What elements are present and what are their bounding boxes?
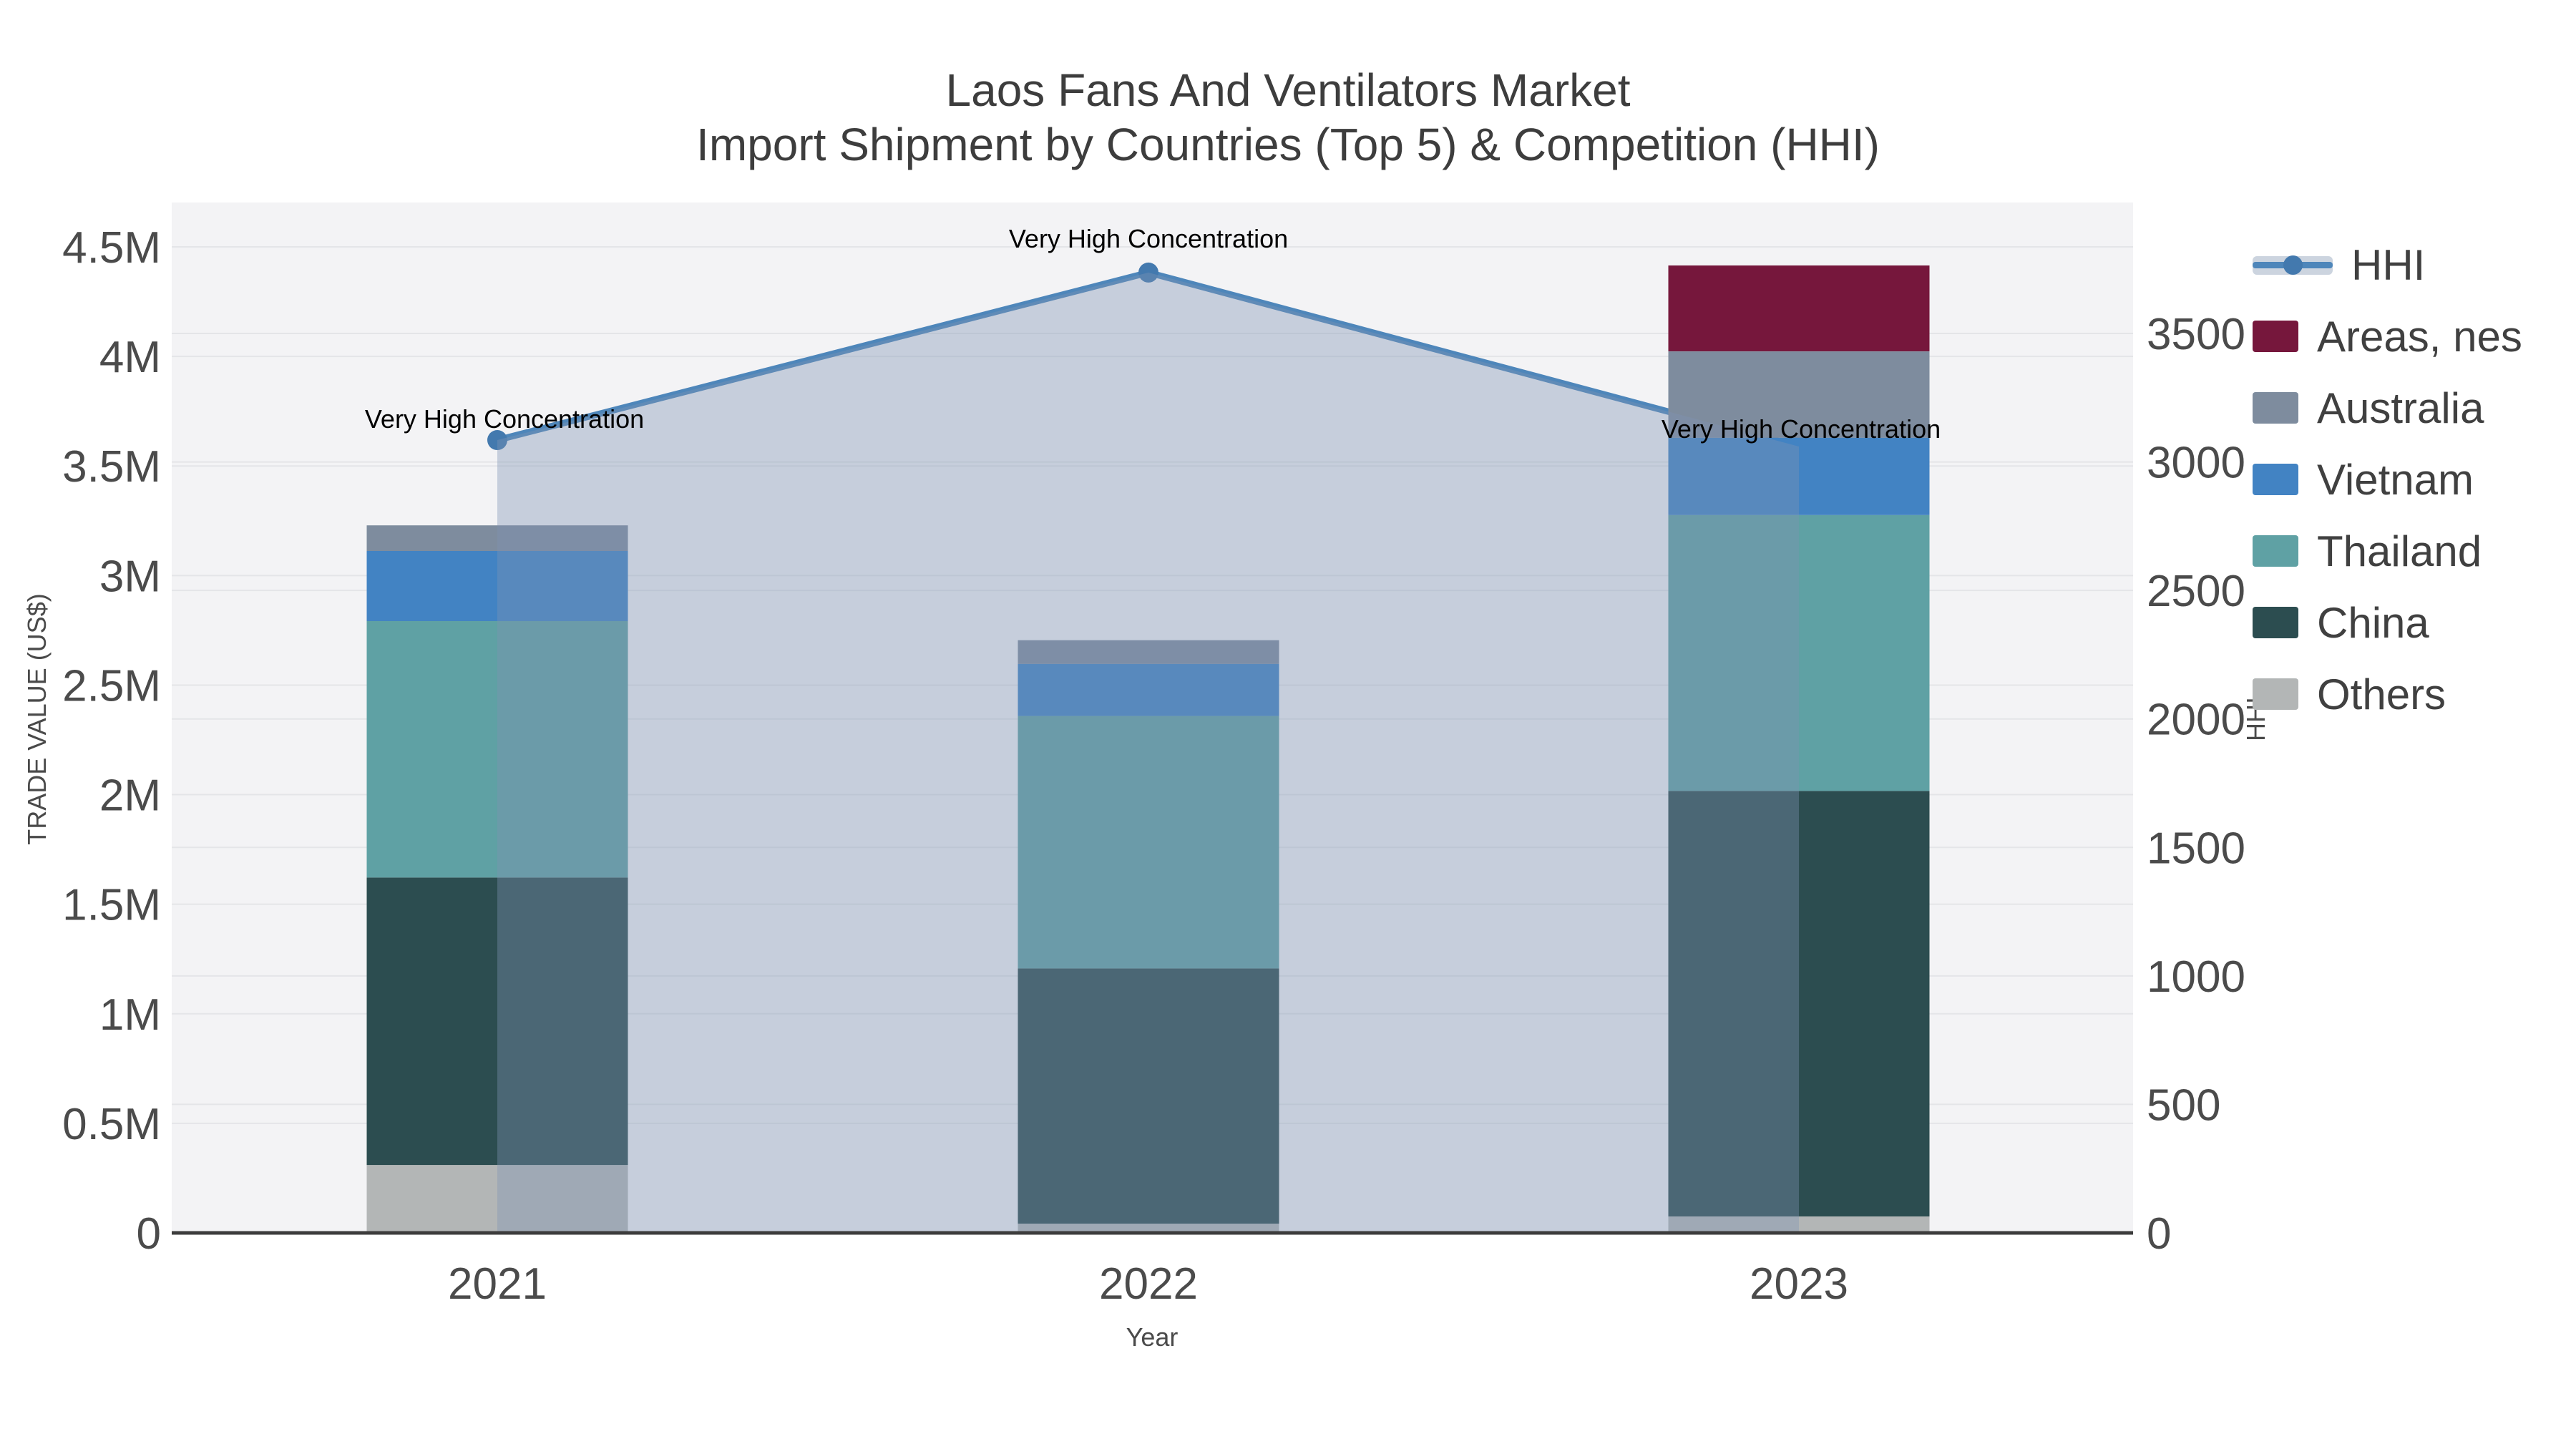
left-tick-label: 2M (99, 771, 161, 821)
bar-segment-china-2023[interactable] (1668, 791, 1930, 1216)
bar-segment-australia-2022[interactable] (1018, 640, 1279, 664)
legend-item-label: HHI (2351, 240, 2426, 289)
legend-item-label: China (2317, 598, 2429, 647)
hhi-marker-2022[interactable] (1138, 262, 1158, 283)
legend-item-thailand[interactable]: Thailand (2253, 515, 2522, 587)
bar-segment-vietnam-2023[interactable] (1668, 437, 1930, 515)
right-tick-label: 1000 (2147, 952, 2245, 1002)
legend-color-swatch (2253, 392, 2298, 424)
hhi-area-fill (497, 272, 1799, 1233)
chart-title-line1: Laos Fans And Ventilators Market (945, 64, 1631, 116)
left-axis-title: TRADE VALUE (US$) (22, 593, 52, 845)
bar-segment-thailand-2021[interactable] (366, 621, 628, 878)
bar-segment-others-2022[interactable] (1018, 1224, 1279, 1233)
bar-segment-china-2021[interactable] (366, 877, 628, 1166)
legend-item-china[interactable]: China (2253, 587, 2522, 658)
right-tick-label: 3500 (2147, 310, 2245, 359)
annotation-2021: Very High Concentration (365, 404, 644, 434)
right-tick-label: 2500 (2147, 567, 2245, 616)
x-tick-label-2021: 2021 (448, 1259, 547, 1309)
legend-item-australia[interactable]: Australia (2253, 372, 2522, 444)
right-tick-label: 2000 (2147, 696, 2245, 745)
bottom-axis-title: Year (1126, 1322, 1179, 1352)
bar-segment-vietnam-2021[interactable] (366, 551, 628, 621)
x-tick-label-2023: 2023 (1750, 1259, 1848, 1309)
legend-item-hhi[interactable]: HHI (2253, 229, 2522, 301)
left-tick-label: 4.5M (62, 223, 161, 273)
right-tick-label: 1500 (2147, 824, 2245, 873)
legend-item-label: Thailand (2317, 527, 2482, 575)
left-tick-label: 1.5M (62, 881, 161, 930)
legend-color-swatch (2253, 321, 2298, 352)
legend-line-swatch (2253, 248, 2333, 282)
legend: HHI Areas, nes Australia Vietnam Thailand Chi… (2253, 229, 2522, 730)
legend-color-swatch (2253, 607, 2298, 638)
right-tick-label: 3000 (2147, 439, 2245, 488)
left-tick-label: 3.5M (62, 442, 161, 492)
annotation-2023: Very High Concentration (1662, 414, 1941, 444)
left-tick-label: 2.5M (62, 661, 161, 711)
bar-segment-others-2023[interactable] (1668, 1216, 1930, 1233)
left-tick-label: 0.5M (62, 1100, 161, 1149)
right-tick-label: 500 (2147, 1080, 2220, 1130)
hhi-marker-2021[interactable] (487, 430, 507, 451)
legend-item-others[interactable]: Others (2253, 658, 2522, 730)
x-tick-label-2022: 2022 (1099, 1259, 1198, 1309)
bar-segment-australia-2021[interactable] (366, 525, 628, 551)
legend-color-swatch (2253, 535, 2298, 567)
bar-segment-thailand-2022[interactable] (1018, 716, 1279, 969)
bar-segment-vietnam-2022[interactable] (1018, 663, 1279, 716)
left-tick-label: 3M (99, 552, 161, 601)
legend-color-swatch (2253, 464, 2298, 495)
legend-item-vietnam[interactable]: Vietnam (2253, 444, 2522, 515)
chart-title: Laos Fans And Ventilators Market Import … (0, 63, 2576, 172)
legend-item-label: Vietnam (2317, 455, 2474, 504)
legend-item-areas-nes[interactable]: Areas, nes (2253, 301, 2522, 372)
chart-title-line2: Import Shipment by Countries (Top 5) & C… (696, 119, 1880, 170)
legend-item-label: Australia (2317, 384, 2484, 432)
bar-segment-thailand-2023[interactable] (1668, 514, 1930, 791)
left-tick-label: 4M (99, 333, 161, 382)
legend-color-swatch (2253, 678, 2298, 710)
bar-segment-australia-2023[interactable] (1668, 351, 1930, 438)
bar-segment-areas-nes-2023[interactable] (1668, 265, 1930, 351)
left-tick-label: 1M (99, 990, 161, 1040)
annotation-2022: Very High Concentration (1009, 224, 1288, 253)
bar-segment-others-2021[interactable] (366, 1165, 628, 1233)
left-tick-label: 0 (137, 1209, 161, 1259)
right-tick-label: 0 (2147, 1209, 2171, 1259)
legend-item-label: Areas, nes (2317, 312, 2522, 361)
bar-segment-china-2022[interactable] (1018, 968, 1279, 1224)
legend-item-label: Others (2317, 670, 2446, 718)
